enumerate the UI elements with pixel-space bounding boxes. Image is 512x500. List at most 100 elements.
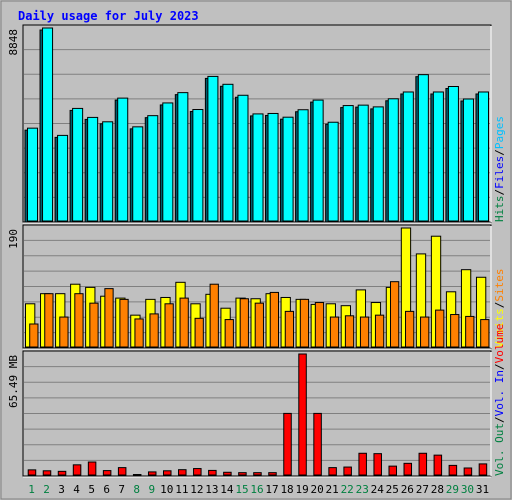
bar-hits — [132, 126, 144, 222]
bar-volume — [223, 471, 232, 476]
legend-part: Volume — [493, 324, 506, 364]
x-tick-label: 2 — [43, 483, 50, 496]
bar-volume — [388, 465, 397, 476]
x-tick-label: 7 — [118, 483, 125, 496]
bar-sites — [194, 317, 204, 348]
bar-sites — [134, 318, 144, 348]
series-legend: Visits/Sites — [493, 269, 506, 349]
bar-sites — [344, 315, 355, 348]
bar-sites — [224, 319, 234, 348]
bar-sites — [389, 281, 400, 348]
bar-hits — [282, 116, 294, 222]
legend-part: Vol. Out — [493, 423, 506, 476]
x-tick-label: 6 — [103, 483, 110, 496]
x-tick-label: 31 — [476, 483, 489, 496]
bar-sites — [44, 293, 54, 348]
bar-sites — [374, 314, 385, 348]
bar-volume — [373, 453, 382, 476]
bar-sites — [329, 316, 340, 348]
bar-hits — [432, 91, 444, 222]
bar-sites — [209, 283, 219, 348]
bar-hits — [207, 75, 219, 222]
bar-volume — [298, 353, 307, 476]
x-tick-label: 26 — [401, 483, 414, 496]
bar-hits — [372, 106, 384, 222]
bar-hits — [357, 104, 369, 222]
bar-sites — [89, 302, 99, 348]
x-tick-label: 13 — [205, 483, 218, 496]
bar-volume — [178, 469, 187, 476]
bar-sites — [269, 291, 279, 348]
bar-hits — [252, 113, 264, 222]
x-tick-label: 15 — [235, 483, 248, 496]
bar-hits — [192, 109, 204, 222]
x-tick-label: 5 — [88, 483, 95, 496]
bar-hits — [87, 116, 99, 222]
bar-sites — [450, 314, 460, 348]
bar-hits — [312, 99, 324, 222]
bar-volume — [313, 412, 322, 476]
bar-sites — [254, 302, 264, 348]
bar-sites — [405, 310, 415, 348]
chart-title: Daily usage for July 2023 — [18, 9, 199, 23]
bar-volume — [27, 469, 37, 476]
bar-hits — [57, 134, 69, 222]
x-tick-label: 21 — [326, 483, 339, 496]
legend-part: Sites — [493, 269, 506, 302]
bar-volume — [87, 461, 97, 476]
bar-hits — [27, 127, 39, 222]
x-tick-label: 27 — [416, 483, 429, 496]
series-legend: Vol. Out/Vol. In/Volume — [493, 324, 506, 476]
bar-sites — [284, 310, 295, 348]
legend-part: Visits — [493, 308, 506, 348]
x-tick-label: 16 — [250, 483, 263, 496]
bar-sites — [465, 315, 475, 348]
bar-sites — [149, 313, 159, 348]
bar-volume — [57, 470, 67, 476]
x-tick-label: 30 — [461, 483, 474, 496]
x-tick-label: 18 — [280, 483, 293, 496]
bar-sites — [299, 298, 310, 348]
legend-part: / — [493, 149, 506, 156]
x-tick-label: 14 — [220, 483, 234, 496]
bar-volume — [147, 471, 157, 476]
bar-sites — [239, 298, 249, 348]
x-tick-label: 4 — [73, 483, 80, 496]
bar-hits — [117, 97, 129, 222]
x-tick-label: 28 — [431, 483, 444, 496]
bar-sites — [164, 303, 174, 348]
legend-part: / — [493, 363, 506, 370]
bar-hits — [342, 105, 354, 222]
legend-part: / — [493, 416, 506, 423]
bar-hits — [477, 91, 490, 222]
bar-volume — [403, 462, 413, 476]
bar-volume — [193, 468, 202, 476]
bar-volume — [478, 463, 488, 476]
bar-hits — [402, 91, 414, 222]
y-max-label: 65.49 MB — [7, 355, 20, 408]
bar-hits — [147, 115, 159, 222]
bar-volume — [132, 474, 142, 477]
x-tick-label: 9 — [148, 483, 155, 496]
bar-volume — [238, 472, 247, 476]
bar-volume — [268, 472, 277, 476]
series-legend: Hits/Files/Pages — [493, 116, 506, 222]
bar-sites — [29, 323, 39, 348]
x-tick-label: 20 — [311, 483, 324, 496]
bar-sites — [435, 309, 445, 348]
bar-volume — [102, 470, 112, 476]
bar-hits — [417, 74, 429, 222]
bar-hits — [102, 121, 114, 222]
bar-volume — [328, 467, 337, 476]
legend-part: Vol. In — [493, 370, 506, 416]
bar-volume — [433, 454, 443, 476]
bar-volume — [117, 467, 127, 476]
bar-hits — [267, 112, 279, 222]
bar-hits — [327, 121, 339, 222]
bar-hits — [162, 102, 174, 222]
legend-part: / — [493, 302, 506, 309]
